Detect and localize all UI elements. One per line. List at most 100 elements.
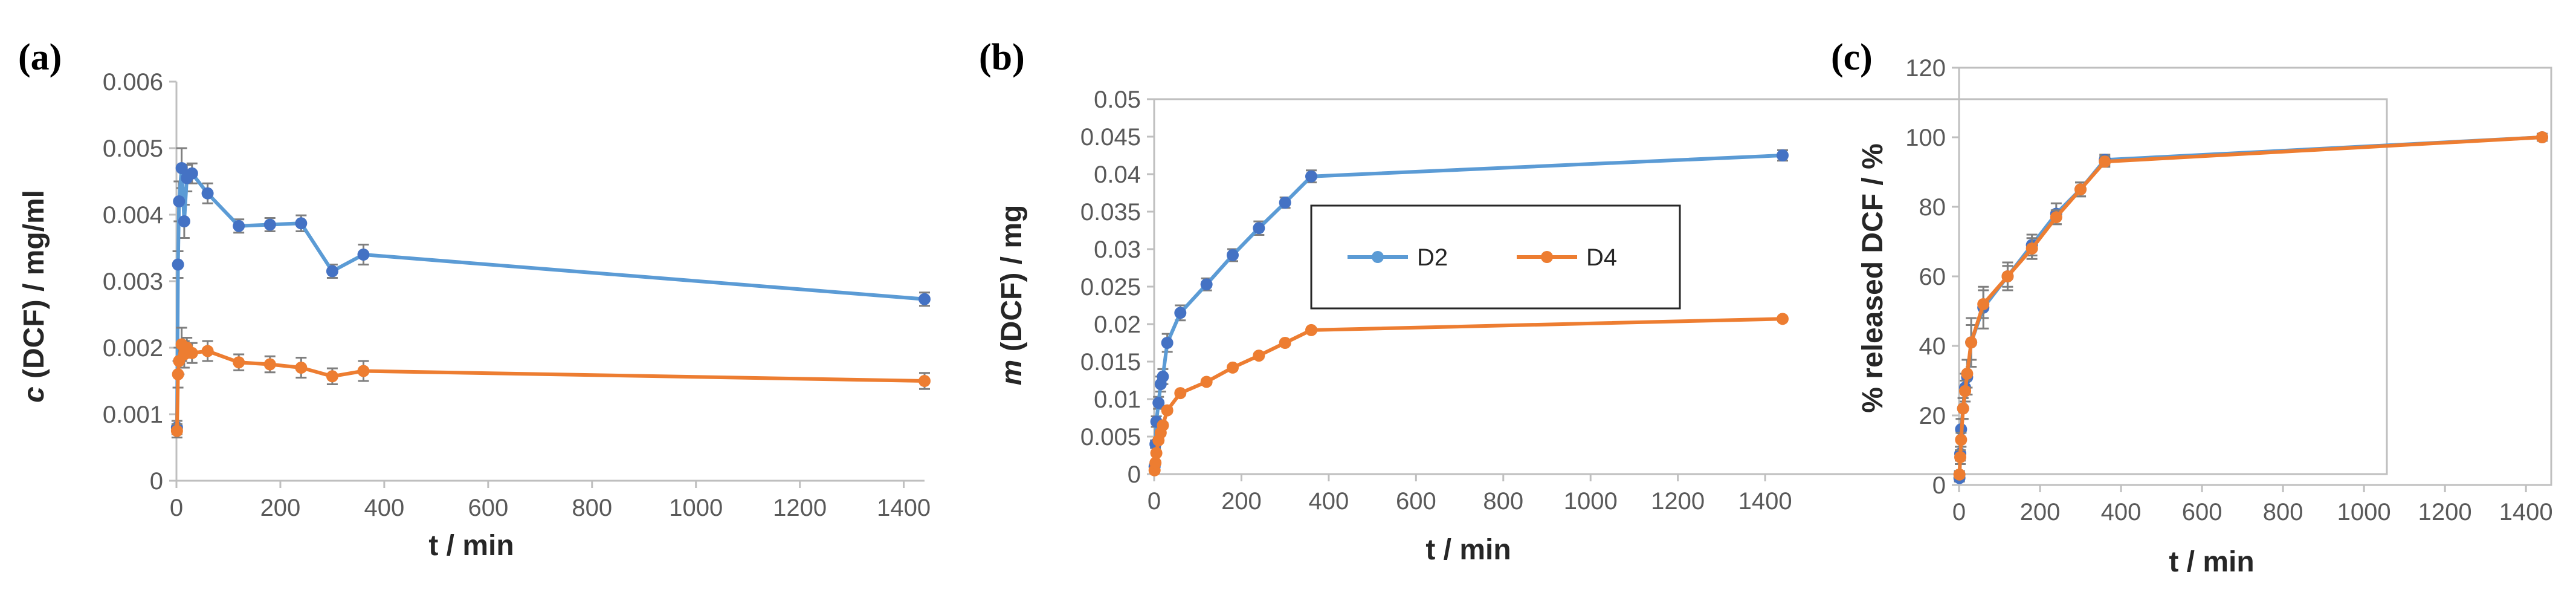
panel-a: (a) 0 0.001 0.002 0.003 0.004 0.005 0.006 0 200 4… [18,37,931,562]
data-point-d4 [186,346,198,359]
data-point-d4 [172,368,184,380]
y-tick-label: 0 [150,468,163,495]
data-point-d4 [2074,183,2087,196]
data-point-d4 [1149,457,1162,469]
panel-c-xlabel: t / min [2169,546,2254,578]
x-tick-label: 0 [1952,499,1966,525]
data-point-d2 [295,217,308,230]
x-tick-label: 1000 [669,495,723,521]
data-point-d4 [1977,298,1990,310]
data-point-d4 [1200,376,1213,388]
panel-c-label: (c) [1831,37,1873,78]
y-tick-label: 0.015 [1080,349,1141,376]
panel-b-ylabel: m (DCF) / mg [996,205,1028,386]
x-tick-label: 1200 [1651,488,1705,515]
y-tick-label: 0.02 [1094,311,1141,338]
x-tick-label: 600 [2182,499,2223,525]
y-tick-label: 0.04 [1094,161,1141,188]
data-point-d4 [201,345,214,357]
x-tick-label: 1400 [2499,499,2553,525]
y-tick-label: 0.03 [1094,236,1141,263]
panel-a-ylabel: c (DCF) / mg/ml [18,190,50,403]
x-tick-label: 1400 [877,495,931,521]
y-tick-label: 0.002 [103,335,163,362]
data-point-d4 [2001,270,2014,282]
data-point-d2 [1200,278,1213,291]
x-tick-label: 600 [468,495,508,521]
legend-marker-d2 [1372,251,1384,263]
x-tick-label: 200 [1221,488,1262,515]
data-point-d2 [1253,222,1265,235]
panel-b-ylabel-rest: (DCF) / mg [996,205,1028,360]
x-tick-label: 0 [170,495,183,521]
data-point-d4 [263,358,276,371]
legend-label-d4: D4 [1586,244,1617,271]
y-tick-label: 0.004 [103,202,163,229]
data-point-d2 [172,258,184,271]
legend-marker-d4 [1541,251,1553,263]
panel-c-ylabel-rest: % released DCF / % [1857,143,1889,413]
x-tick-label: 800 [1483,488,1523,515]
x-tick-label: 1400 [1738,488,1792,515]
data-point-d2 [178,215,190,227]
x-tick-label: 1000 [1564,488,1618,515]
data-point-d4 [2099,155,2111,168]
y-tick-label: 80 [1919,194,1946,221]
data-point-d2 [201,187,214,200]
data-point-d4 [1161,404,1173,417]
data-point-d4 [1227,361,1239,374]
x-tick-label: 600 [1396,488,1436,515]
y-tick-label: 120 [1905,55,1946,82]
data-point-d4 [1157,419,1169,432]
x-tick-label: 400 [1309,488,1349,515]
data-point-d4 [1959,385,1972,397]
data-point-d4 [1961,368,1974,380]
y-tick-label: 0.006 [103,69,163,96]
data-point-d4 [1955,434,1968,446]
data-point-d2 [1777,149,1789,161]
data-point-d2 [326,265,338,278]
data-point-d2 [1161,337,1173,349]
data-point-d2 [1279,197,1291,209]
data-point-d2 [233,220,245,232]
data-point-d4 [1253,350,1265,362]
data-point-d4 [2026,242,2038,255]
panel-a-ylabel-italic: c [18,386,50,403]
panel-b-label: (b) [979,37,1025,78]
data-point-d4 [295,362,308,374]
panel-c-ylabel: % released DCF / % [1857,143,1889,413]
panel-a-ylabel-rest: (DCF) / mg/ml [18,190,50,386]
y-tick-label: 60 [1919,264,1946,290]
y-tick-label: 20 [1919,403,1946,429]
x-tick-label: 1200 [2418,499,2472,525]
data-point-d2 [263,218,276,231]
x-tick-label: 400 [2101,499,2142,525]
y-tick-label: 0.005 [1080,424,1141,451]
data-point-d4 [326,370,338,383]
y-tick-label: 0.003 [103,268,163,295]
data-point-d4 [2050,211,2062,224]
data-point-d2 [175,162,188,174]
y-tick-label: 40 [1919,333,1946,360]
data-point-d4 [357,365,370,377]
x-tick-label: 0 [1148,488,1161,515]
y-tick-label: 0.005 [103,135,163,162]
y-tick-label: 0 [1128,461,1141,488]
data-point-d4 [233,356,245,369]
data-point-d4 [1174,387,1187,400]
y-tick-label: 100 [1905,125,1946,151]
y-tick-label: 0.001 [103,402,163,428]
y-tick-label: 0.05 [1094,86,1141,113]
data-point-d2 [1305,170,1317,183]
data-point-d2 [1174,307,1187,319]
x-tick-label: 1200 [773,495,827,521]
data-point-d4 [918,375,931,387]
x-tick-label: 200 [2020,499,2061,525]
panel-b: (b) 0 0.005 0.01 0.015 0.02 0.025 0.03 0.035 0.0… [979,37,2388,566]
y-tick-label: 0 [1932,472,1946,499]
panel-b-legend: D2 D4 [1310,204,1681,310]
data-point-d4 [2536,131,2548,143]
panel-b-ylabel-italic: m [996,360,1028,386]
